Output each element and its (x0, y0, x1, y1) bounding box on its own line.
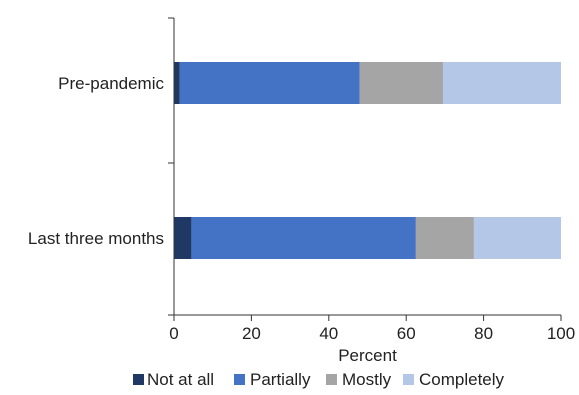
category-labels: Pre-pandemic Last three months (28, 74, 165, 248)
x-tick-label: 40 (319, 324, 338, 343)
bar-segment-completely (442, 62, 561, 104)
axes-group (173, 18, 561, 316)
legend-label: Not at all (147, 370, 214, 389)
x-axis-ticks: 0 20 40 60 80 100 (169, 315, 575, 343)
bar-segment-not-at-all (174, 62, 180, 104)
bar-segment-not-at-all (174, 217, 192, 259)
legend-swatch-not-at-all (133, 374, 144, 385)
bar-segment-mostly (359, 62, 443, 104)
bar-segment-partially (179, 62, 360, 104)
x-tick-label: 60 (397, 324, 416, 343)
category-label: Pre-pandemic (58, 74, 164, 93)
x-tick-label: 100 (547, 324, 575, 343)
legend-label: Mostly (342, 370, 392, 389)
bar-segment-partially (191, 217, 416, 259)
bar-segment-mostly (415, 217, 474, 259)
x-tick-label: 20 (242, 324, 261, 343)
legend-swatch-partially (234, 374, 245, 385)
bars-group (174, 62, 561, 259)
x-tick-label: 0 (169, 324, 178, 343)
category-label: Last three months (28, 229, 164, 248)
y-axis-ticks (168, 17, 174, 316)
legend-swatch-completely (403, 374, 414, 385)
legend-label: Completely (419, 370, 505, 389)
bar-segment-completely (473, 217, 561, 259)
legend-swatch-mostly (326, 374, 337, 385)
x-axis-title: Percent (338, 346, 397, 365)
legend-label: Partially (250, 370, 311, 389)
legend: Not at all Partially Mostly Completely (133, 370, 505, 389)
x-tick-label: 80 (474, 324, 493, 343)
